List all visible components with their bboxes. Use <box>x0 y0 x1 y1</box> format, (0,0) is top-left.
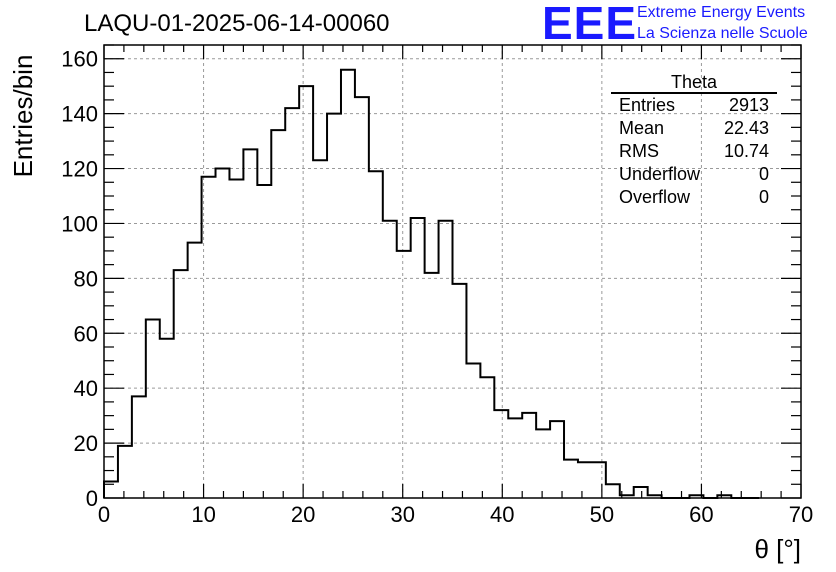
plot-frame <box>103 44 802 499</box>
histogram-bin <box>285 108 299 498</box>
chart-title: LAQU-01-2025-06-14-00060 <box>84 10 390 37</box>
stats-row-overflow: Overflow 0 <box>611 186 777 209</box>
histogram-bin <box>508 418 522 498</box>
y-tick-label: 100 <box>61 211 98 236</box>
histogram-bin <box>327 114 341 498</box>
stats-title: Theta <box>611 72 777 94</box>
logo-line2: La Scienza nelle Scuole <box>637 25 808 42</box>
x-axis-label: θ [°] <box>754 534 801 564</box>
histogram-bin <box>355 97 369 498</box>
histogram-outline <box>103 68 760 499</box>
histogram-bin <box>132 396 146 498</box>
stats-row-rms: RMS 10.74 <box>611 140 777 163</box>
y-tick-label: 0 <box>86 486 98 511</box>
histogram-bin <box>174 270 188 498</box>
histogram-bin <box>634 487 648 498</box>
stats-mean-label: Mean <box>619 118 665 138</box>
histogram-bin <box>216 169 230 498</box>
histogram-bin <box>578 462 592 498</box>
histogram-bin <box>606 484 620 498</box>
x-tick-label: 30 <box>390 502 414 527</box>
stats-mean-value: 22.43 <box>723 118 769 138</box>
stats-rms-label: RMS <box>619 141 659 161</box>
stats-row-entries: Entries 2913 <box>611 94 777 117</box>
histogram-bin <box>118 446 132 498</box>
logo-line1: Extreme Energy Events <box>637 4 806 21</box>
histogram-bin <box>522 413 536 498</box>
x-tick-label: 0 <box>98 502 110 527</box>
histogram-bin <box>453 284 467 498</box>
stats-box: Theta Entries 2913 Mean 22.43 RMS 10.74 … <box>611 72 777 209</box>
histogram-bin <box>592 462 606 498</box>
x-tick-label: 60 <box>689 502 713 527</box>
histogram-bin <box>229 180 243 498</box>
histogram-bin <box>466 363 480 498</box>
x-tick-label: 20 <box>291 502 315 527</box>
histogram-bars <box>103 68 760 499</box>
histogram-bin <box>257 185 271 498</box>
y-tick-label: 140 <box>61 102 98 127</box>
stats-row-underflow: Underflow 0 <box>611 163 777 186</box>
stats-underflow-label: Underflow <box>619 164 701 184</box>
x-tick-label: 50 <box>590 502 614 527</box>
histogram-bin <box>243 149 257 498</box>
y-tick-label: 40 <box>74 376 98 401</box>
eee-logo: EEE <box>542 0 638 49</box>
histogram-bin <box>313 160 327 498</box>
y-tick-label: 20 <box>74 431 98 456</box>
histogram-bin <box>299 86 313 498</box>
stats-overflow-label: Overflow <box>619 187 691 207</box>
histogram-bin <box>188 243 202 498</box>
histogram-bin <box>397 251 411 498</box>
axes: 0 10 20 30 40 50 60 70 0 20 40 60 80 100 120 140 160 <box>61 44 813 527</box>
stats-underflow-value: 0 <box>758 164 769 184</box>
histogram-bin <box>411 218 425 498</box>
stats-rms-value: 10.74 <box>723 141 769 161</box>
histogram-bin <box>550 421 564 498</box>
histogram-bin <box>369 171 383 498</box>
y-tick-label: 80 <box>74 266 98 291</box>
stats-entries-label: Entries <box>619 95 676 115</box>
histogram-bin <box>341 70 355 498</box>
y-tick-label: 120 <box>61 157 98 182</box>
y-tick-label: 160 <box>61 47 98 72</box>
histogram-bin <box>564 460 578 498</box>
histogram-bin <box>536 429 550 498</box>
histogram-bin <box>160 339 174 498</box>
x-tick-label: 70 <box>789 502 813 527</box>
histogram-bin <box>439 221 453 498</box>
histogram-bin <box>425 273 439 498</box>
histogram-bin <box>146 320 160 498</box>
y-axis-label: Entries/bin <box>8 55 38 178</box>
stats-entries-value: 2913 <box>728 95 769 115</box>
histogram-bin <box>383 221 397 498</box>
stats-overflow-value: 0 <box>758 187 769 207</box>
histogram-bin <box>494 410 508 498</box>
histogram-bin <box>480 377 494 498</box>
x-tick-label: 10 <box>191 502 215 527</box>
x-tick-label: 40 <box>490 502 514 527</box>
y-tick-label: 60 <box>74 321 98 346</box>
stats-row-mean: Mean 22.43 <box>611 117 777 140</box>
